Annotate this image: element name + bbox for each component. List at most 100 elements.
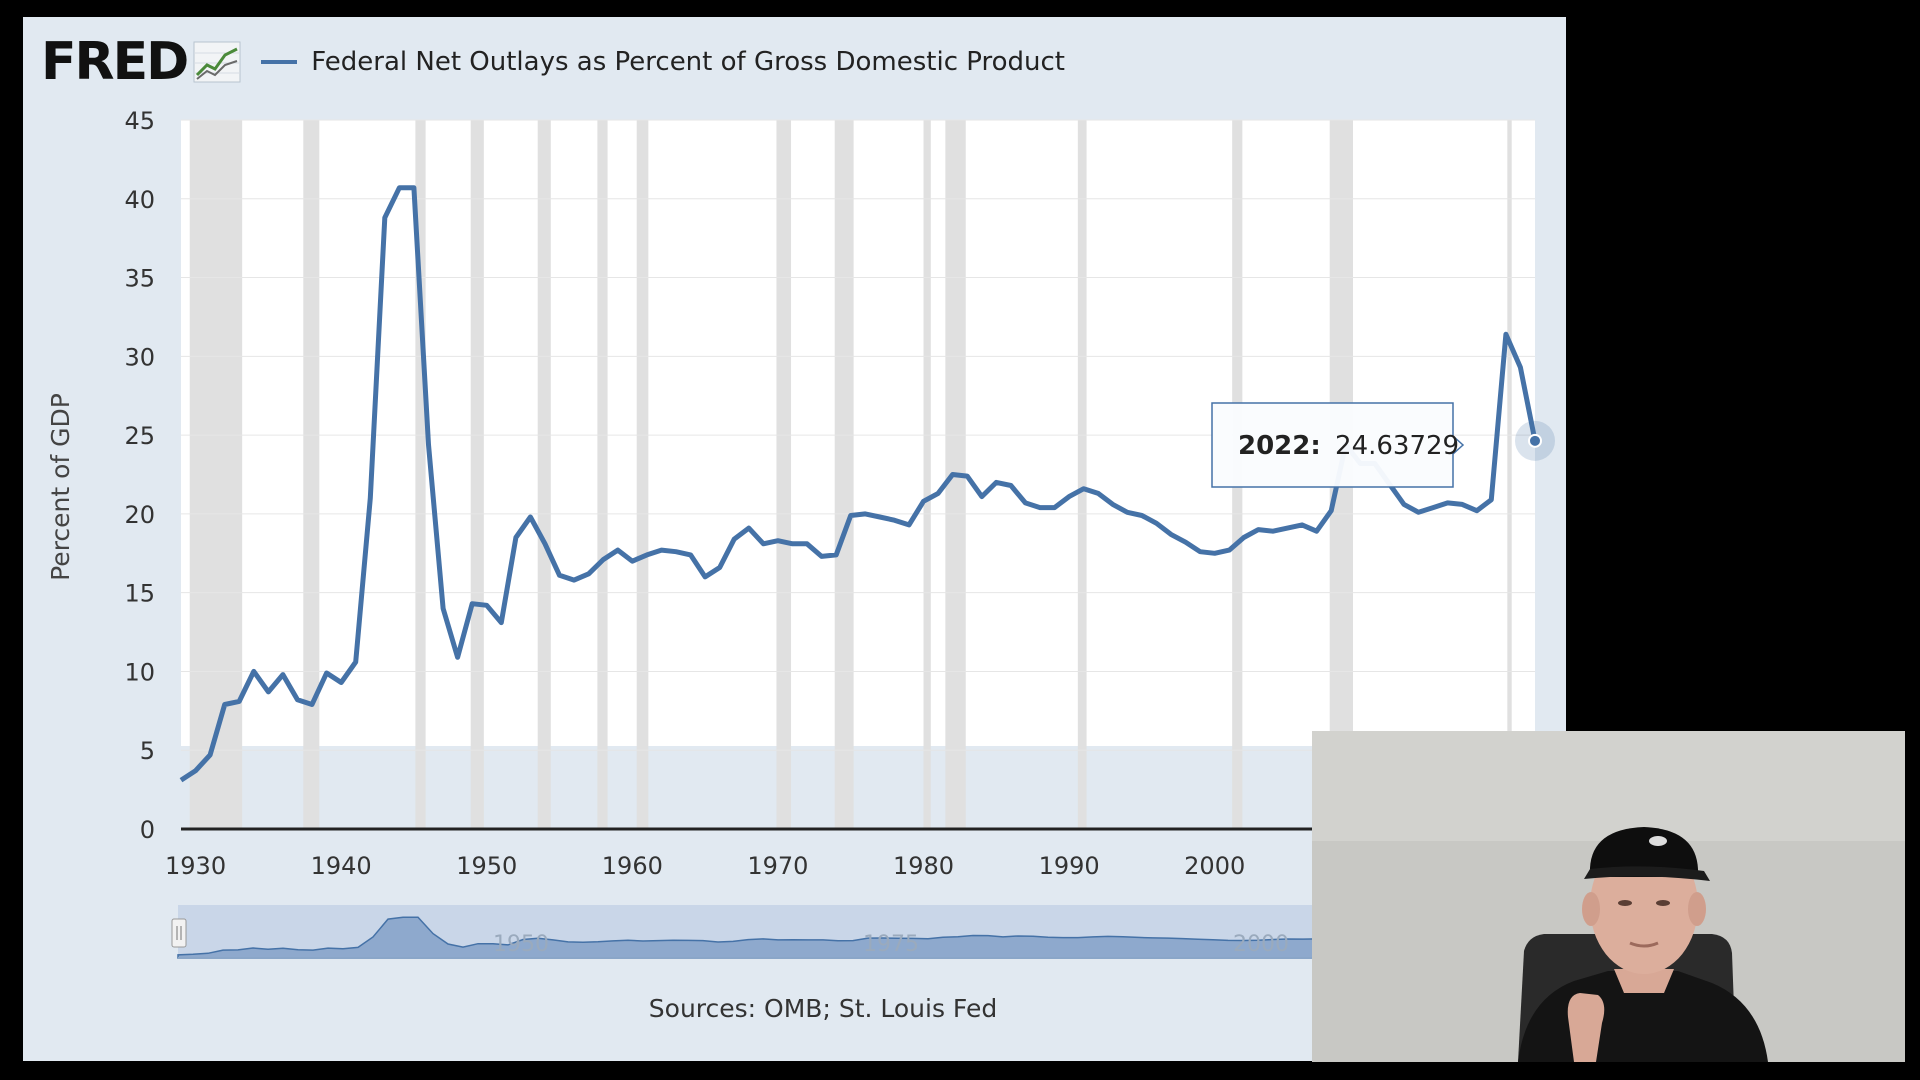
- x-tick-label-1970: 1970: [747, 852, 808, 880]
- y-tick-label-30: 30: [124, 343, 155, 371]
- x-tick-label-1930: 1930: [165, 852, 226, 880]
- y-tick-label-5: 5: [140, 737, 155, 765]
- data-point-1995: [1139, 512, 1145, 518]
- data-point-1952: [513, 535, 519, 541]
- recession-band-8: [834, 120, 854, 829]
- data-point-1940: [338, 679, 344, 685]
- data-point-1992: [1095, 490, 1101, 496]
- data-point-1966: [717, 564, 723, 570]
- data-point-2021: [1517, 364, 1523, 370]
- data-point-1942: [367, 495, 373, 501]
- y-tick-label-45: 45: [124, 107, 155, 135]
- data-point-1978: [891, 517, 897, 523]
- y-axis-label: Percent of GDP: [46, 393, 75, 581]
- data-point-2019: [1488, 497, 1494, 503]
- data-point-1954: [542, 541, 548, 547]
- data-point-1958: [600, 557, 606, 563]
- y-tick-label-20: 20: [124, 501, 155, 529]
- data-point-1984: [979, 494, 985, 500]
- data-point-1975: [848, 512, 854, 518]
- x-tick-label-1940: 1940: [311, 852, 372, 880]
- recession-band-9: [923, 120, 931, 829]
- x-axis-ticks: 1930 1940 1950 1960 1970 1980 1990 2000: [165, 852, 1245, 880]
- data-point-1979: [906, 522, 912, 528]
- data-point-1950: [484, 602, 490, 608]
- data-point-2005: [1284, 525, 1290, 531]
- data-point-2008: [1328, 508, 1334, 514]
- data-point-2007: [1314, 528, 1320, 534]
- data-point-1996: [1153, 520, 1159, 526]
- data-point-1943: [382, 215, 388, 221]
- legend-swatch[interactable]: [261, 60, 298, 64]
- webcam-overlay: [1312, 731, 1905, 1062]
- fred-logo[interactable]: FRED: [41, 32, 189, 92]
- data-point-1972: [804, 541, 810, 547]
- chart-title[interactable]: Federal Net Outlays as Percent of Gross …: [311, 47, 1065, 77]
- data-point-2018: [1474, 508, 1480, 514]
- data-point-1974: [833, 552, 839, 558]
- data-point-1964: [688, 552, 694, 558]
- data-point-2017: [1459, 501, 1465, 507]
- data-point-1999: [1197, 549, 1203, 555]
- tooltip-value: 24.63729: [1335, 431, 1459, 461]
- data-point-2006: [1299, 522, 1305, 528]
- data-point-1968: [746, 525, 752, 531]
- data-point-1955: [557, 572, 563, 578]
- data-point-1959: [615, 547, 621, 553]
- data-point-1962: [658, 547, 664, 553]
- recession-band-1: [303, 120, 320, 829]
- data-point-1982: [950, 472, 956, 478]
- svg-text:2022: 24.63729: 2022: 24.63729: [1238, 431, 1459, 461]
- data-point-2016: [1445, 500, 1451, 506]
- data-point-1971: [789, 541, 795, 547]
- data-point-1960: [629, 558, 635, 564]
- data-point-1946: [426, 442, 432, 448]
- data-point-1949: [469, 601, 475, 607]
- tooltip: 2022: 24.63729: [1211, 402, 1465, 488]
- data-point-1967: [731, 536, 737, 542]
- data-point-1983: [964, 473, 970, 479]
- data-point-1994: [1124, 509, 1130, 515]
- recession-band-7: [776, 120, 792, 829]
- data-point-2020: [1503, 331, 1509, 337]
- recession-band-4: [537, 120, 551, 829]
- data-point-1945: [411, 185, 417, 191]
- series-line[interactable]: [179, 185, 1538, 783]
- data-point-1953: [527, 514, 533, 520]
- recession-band-14: [1507, 120, 1512, 829]
- x-tick-label-1980: 1980: [893, 852, 954, 880]
- data-point-1997: [1168, 531, 1174, 537]
- data-point-1977: [877, 514, 883, 520]
- data-point-1961: [644, 552, 650, 558]
- data-point-1981: [935, 490, 941, 496]
- data-point-1932: [222, 702, 228, 708]
- data-point-1957: [586, 571, 592, 577]
- data-point-1935: [265, 689, 271, 695]
- data-point-2004: [1270, 528, 1276, 534]
- chart-header: FRED Federal Net Outlays as Percent of G…: [41, 31, 1065, 93]
- data-point-1947: [440, 605, 446, 611]
- data-point-1990: [1066, 494, 1072, 500]
- x-tick-label-1950: 1950: [456, 852, 517, 880]
- data-point-1989: [1052, 505, 1058, 511]
- data-point-1970: [775, 538, 781, 544]
- recession-band-6: [636, 120, 649, 829]
- data-point-1988: [1037, 505, 1043, 511]
- data-point-2003: [1255, 527, 1261, 533]
- y-tick-label-35: 35: [124, 265, 155, 293]
- hover-marker[interactable]: [1528, 433, 1542, 448]
- y-tick-label-25: 25: [124, 422, 155, 450]
- data-point-1944: [396, 185, 402, 191]
- data-point-1938: [309, 702, 315, 708]
- data-point-1973: [819, 553, 825, 559]
- data-point-1948: [455, 654, 461, 660]
- recession-band-5: [597, 120, 608, 829]
- data-point-1936: [280, 672, 286, 678]
- tooltip-date: 2022:: [1238, 431, 1321, 461]
- data-point-1987: [1022, 500, 1028, 506]
- data-point-1998: [1183, 539, 1189, 545]
- data-point-1941: [353, 659, 359, 665]
- grid-lines: [181, 119, 1535, 751]
- line-chart-icon: [193, 41, 241, 83]
